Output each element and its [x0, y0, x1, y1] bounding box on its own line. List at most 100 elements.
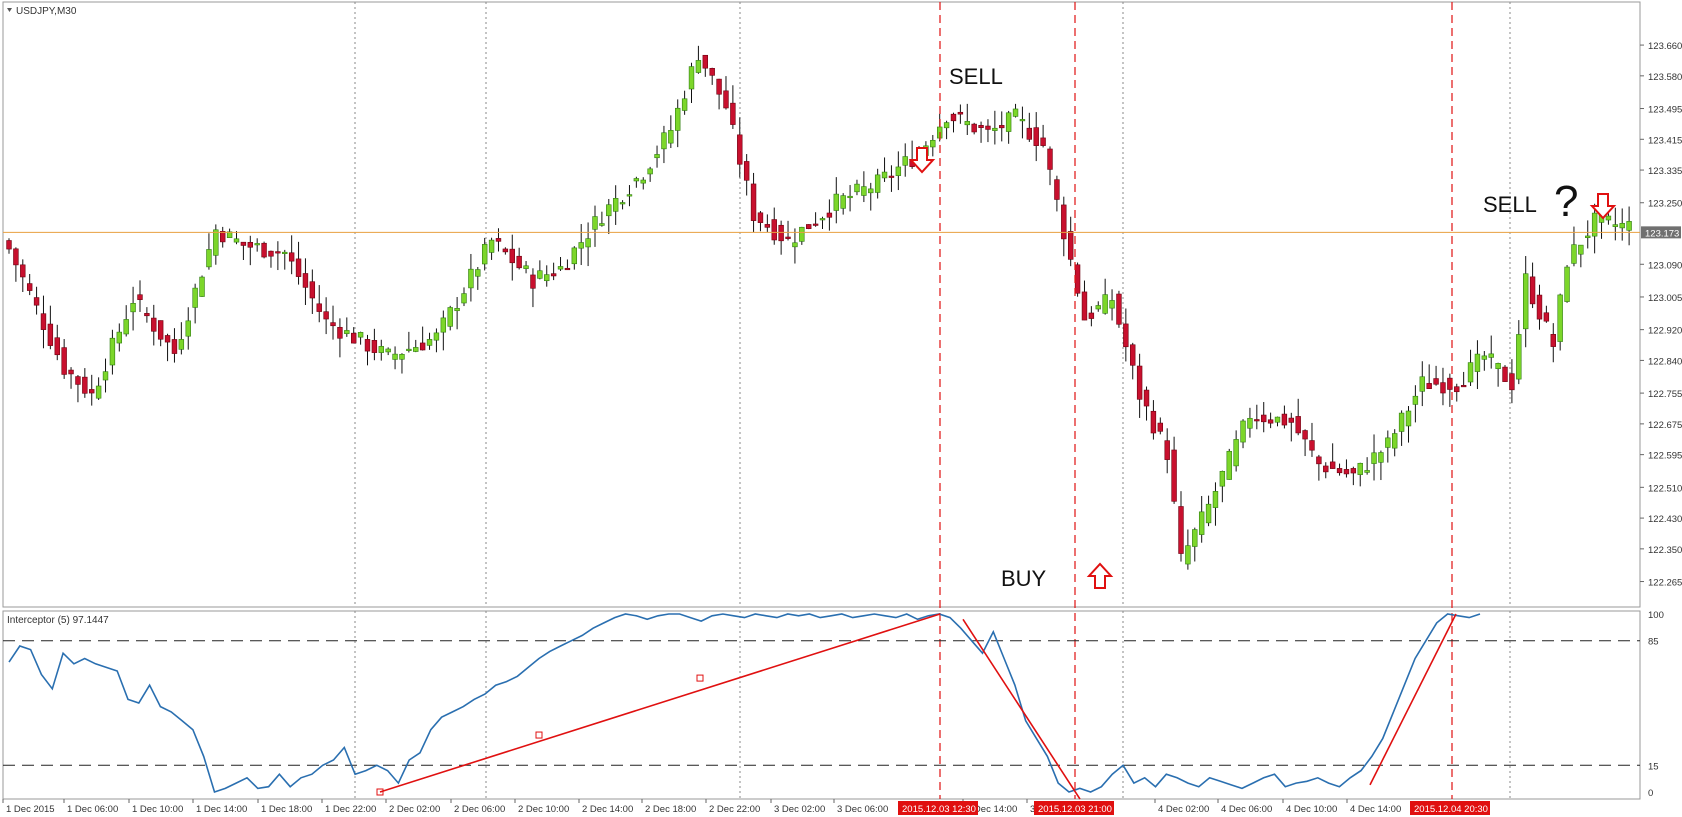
bear-candle	[1130, 344, 1136, 366]
bull-candle	[661, 132, 667, 150]
y-tick-label: 122.265	[1648, 578, 1682, 589]
signal-time-label: 2015.12.04 20:30	[1414, 804, 1488, 815]
bear-candle	[295, 258, 302, 277]
bear-candle	[985, 125, 991, 130]
main-panel	[2, 1, 1641, 608]
indicator-tick-label: 100	[1648, 610, 1664, 621]
bull-candle	[468, 268, 474, 289]
bull-candle	[537, 270, 543, 279]
bear-candle	[957, 111, 964, 115]
bear-candle	[419, 342, 426, 351]
bull-candle	[874, 174, 881, 193]
sell-arrow-down-icon	[1589, 193, 1617, 220]
bear-candle	[323, 311, 329, 320]
bear-candle	[89, 389, 95, 394]
current-price-label: 123.173	[1645, 228, 1679, 239]
bull-candle	[102, 371, 109, 381]
bear-candle	[709, 68, 715, 76]
bull-candle	[1212, 491, 1219, 508]
y-tick-label: 123.415	[1648, 135, 1682, 146]
bull-candle	[688, 66, 695, 90]
bear-candle	[495, 238, 502, 242]
bull-candle	[109, 337, 116, 366]
indicator-panel	[2, 610, 1641, 800]
bull-candle	[1419, 376, 1425, 392]
annotation-sell-1: SELL	[949, 64, 1003, 89]
bear-candle	[371, 340, 378, 353]
x-tick-label: 2 Dec 10:00	[518, 804, 569, 815]
bear-candle	[220, 231, 226, 243]
bear-candle	[564, 267, 571, 271]
indicator-series	[8, 613, 1481, 794]
bear-candle	[151, 317, 157, 332]
bull-candle	[199, 276, 205, 297]
divergence-trendline	[962, 618, 1081, 800]
x-tick-label: 2 Dec 22:00	[709, 804, 760, 815]
bull-candle	[544, 274, 550, 282]
bull-candle	[585, 238, 591, 248]
bear-candle	[1033, 127, 1039, 146]
bull-candle	[1095, 305, 1101, 310]
bull-candle	[1578, 244, 1584, 255]
bear-candle	[351, 332, 357, 344]
bull-candle	[426, 339, 433, 346]
bear-candle	[702, 54, 709, 69]
bear-candle	[1309, 440, 1315, 451]
bull-candle	[1198, 511, 1205, 535]
signal-time-box	[898, 801, 978, 815]
bull-candle	[1247, 417, 1253, 429]
bull-candle	[378, 346, 384, 353]
bull-candle	[447, 307, 453, 327]
bull-candle	[1481, 355, 1488, 360]
bear-candle	[1433, 378, 1439, 385]
bear-candle	[1502, 366, 1508, 382]
bull-candle	[454, 308, 460, 312]
bull-candle	[592, 216, 598, 230]
y-tick-label: 123.660	[1648, 41, 1682, 52]
bull-candle	[282, 251, 288, 254]
bear-candle	[812, 223, 819, 226]
bull-candle	[964, 121, 970, 126]
bear-candle	[275, 251, 281, 254]
bull-candle	[681, 98, 688, 111]
current-price-box	[1641, 226, 1681, 239]
chart-title: USDJPY,M30	[16, 6, 77, 17]
y-tick-label: 123.250	[1648, 199, 1682, 210]
trendline-anchor	[696, 674, 704, 682]
bull-candle	[943, 122, 950, 129]
bull-candle	[902, 156, 908, 166]
bull-candle	[612, 198, 619, 212]
indicator-tick-label: 85	[1648, 637, 1659, 648]
bear-candle	[806, 224, 812, 229]
bull-candle	[578, 242, 584, 249]
bull-candle	[488, 239, 495, 253]
bull-candle	[833, 193, 839, 211]
bear-candle	[737, 134, 743, 165]
bull-candle	[1240, 420, 1246, 443]
bear-candle	[1529, 276, 1536, 305]
bear-candle	[516, 255, 522, 269]
bear-candle	[771, 219, 777, 241]
bull-candle	[1474, 353, 1481, 372]
bear-candle	[1454, 386, 1460, 393]
bull-candle	[792, 242, 798, 248]
bear-candle	[1440, 382, 1446, 394]
bear-candle	[288, 252, 295, 262]
bull-candle	[1392, 433, 1398, 449]
bear-candle	[730, 102, 736, 125]
bear-candle	[1054, 179, 1060, 200]
x-tick-label: 4 Dec 02:00	[1158, 804, 1209, 815]
bull-candle	[392, 353, 398, 360]
bear-candle	[1061, 204, 1067, 240]
y-tick-label: 122.755	[1648, 389, 1682, 400]
annotation-buy: BUY	[1001, 566, 1047, 591]
bull-candle	[1495, 363, 1501, 370]
bear-candle	[13, 248, 19, 266]
bull-candle	[1019, 119, 1026, 122]
y-tick-label: 122.430	[1648, 514, 1682, 525]
x-tick-label: 1 Dec 06:00	[67, 804, 118, 815]
bull-candle	[344, 330, 350, 334]
buy-arrow-up-icon	[1086, 562, 1114, 589]
trendline-anchor	[376, 788, 384, 796]
